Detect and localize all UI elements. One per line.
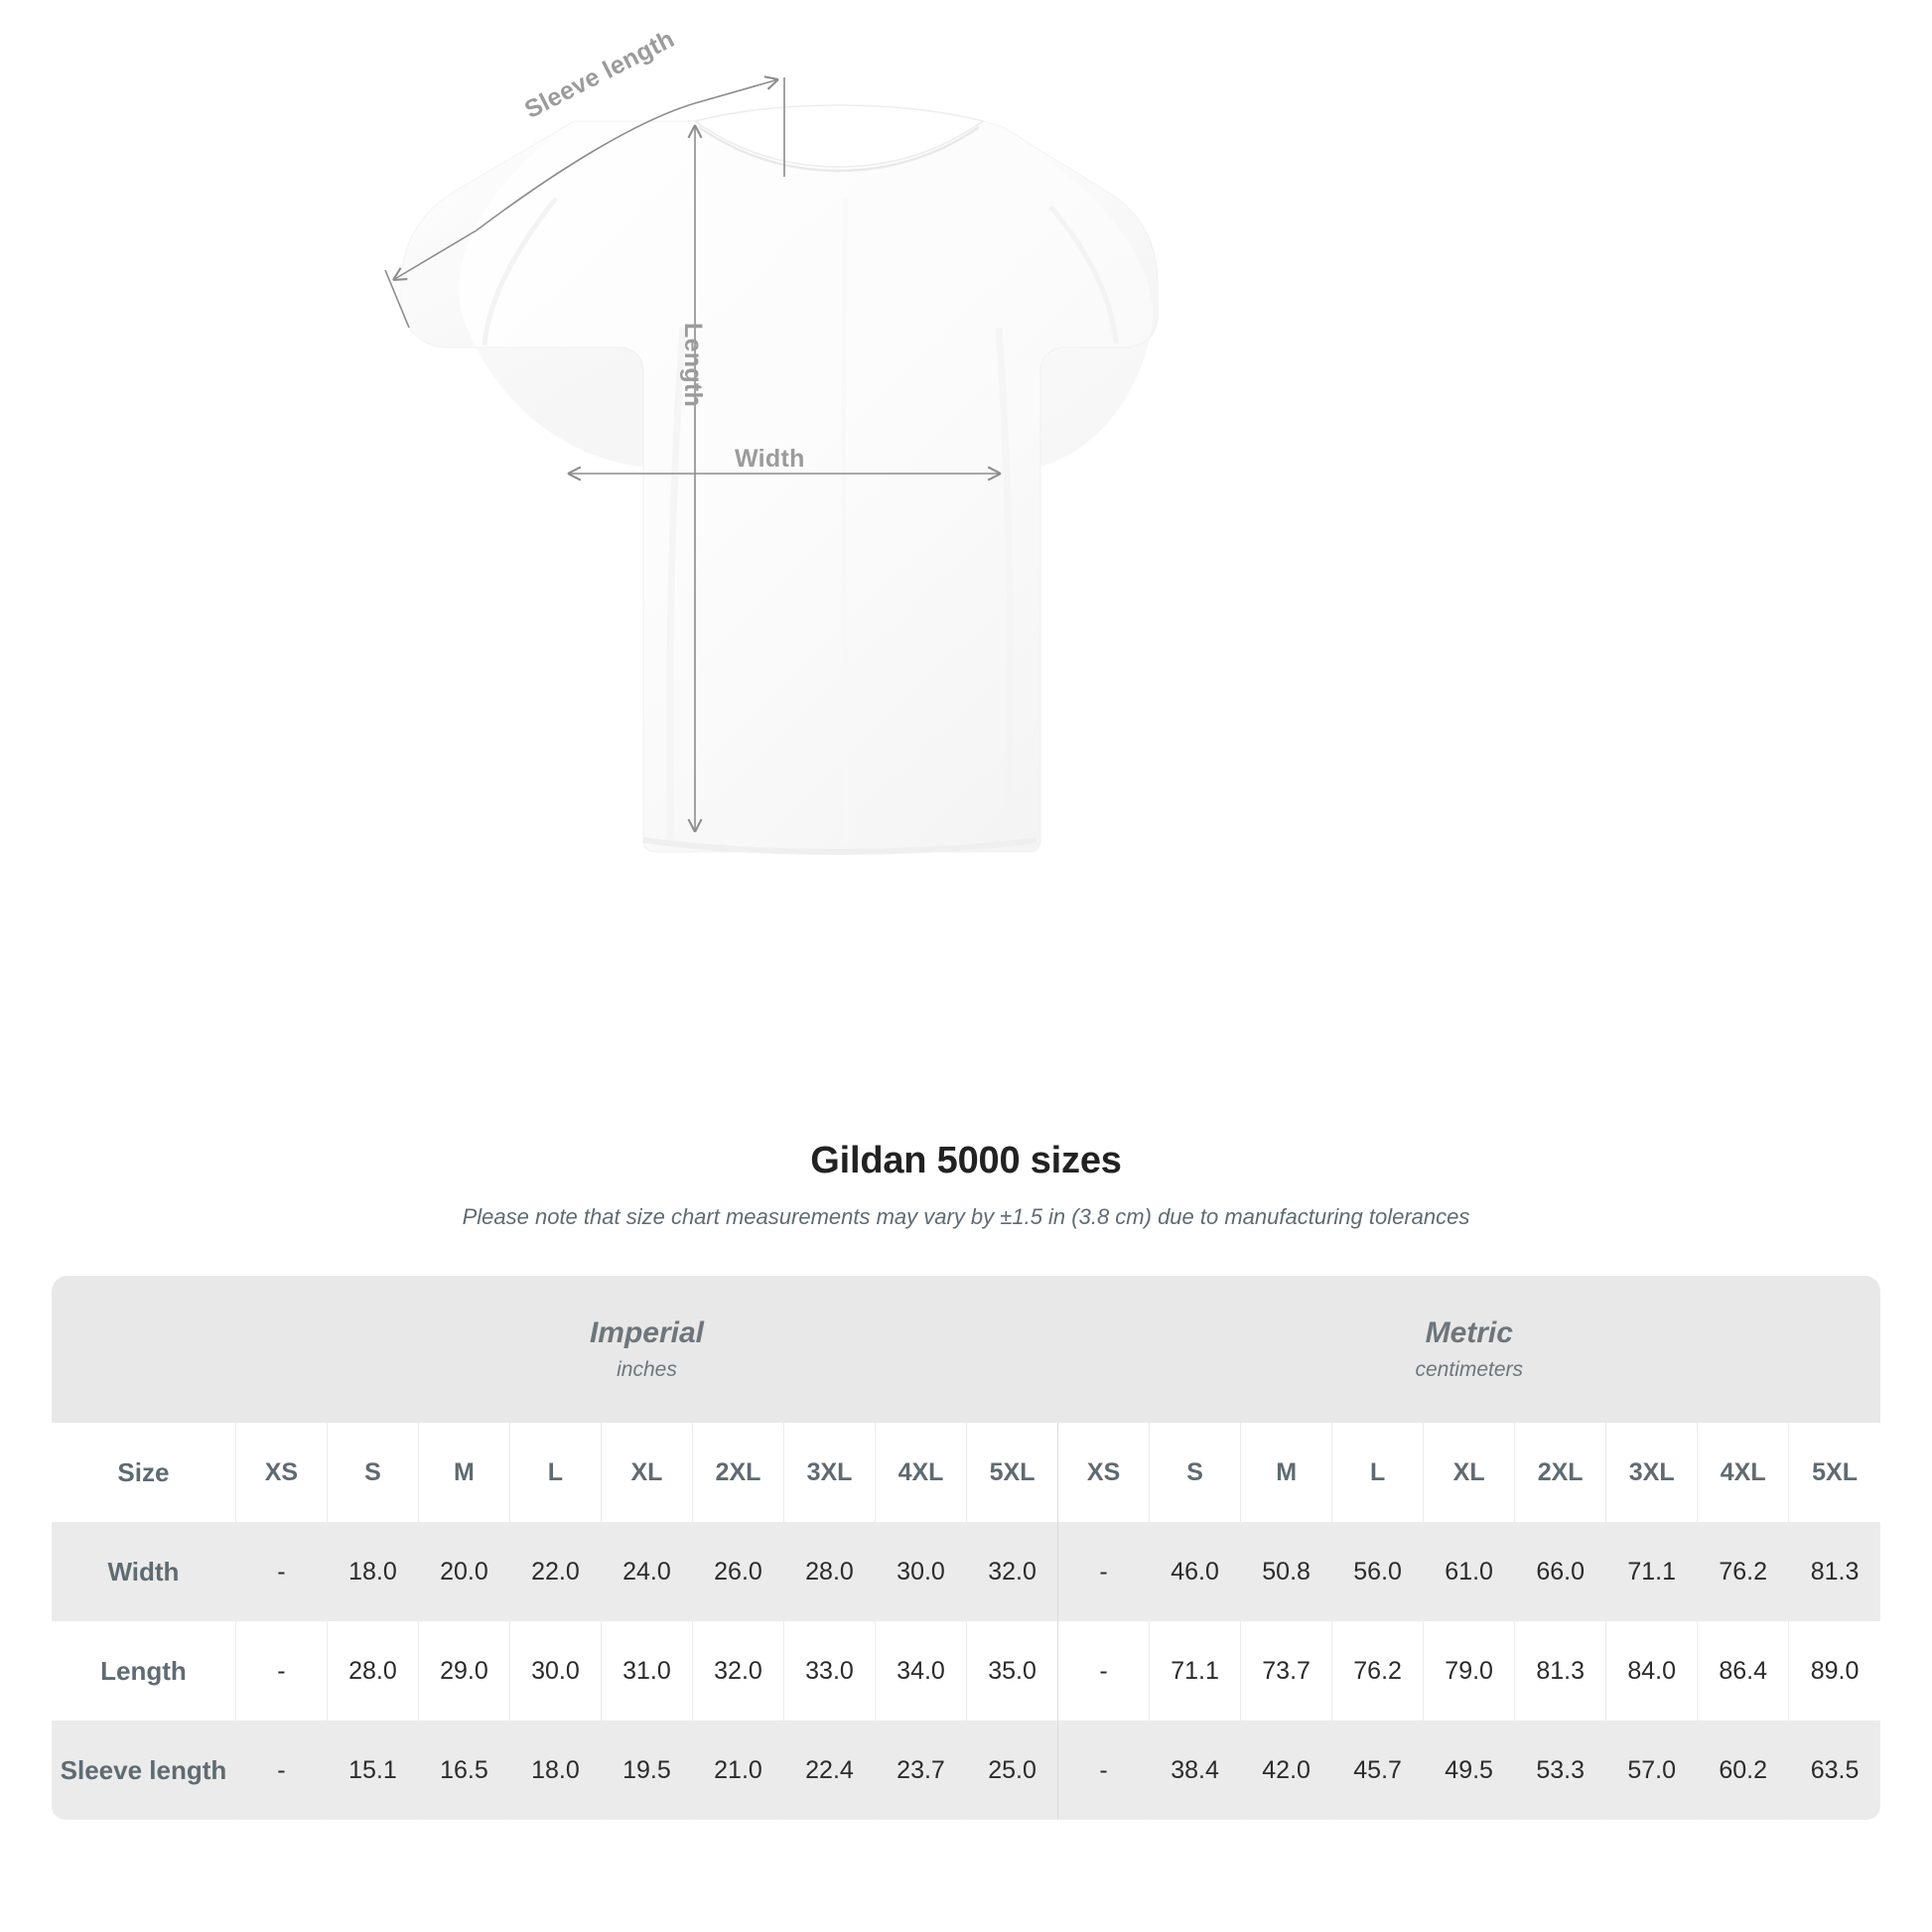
length-annotation-label: Length	[679, 323, 707, 408]
tshirt-graphic	[400, 104, 1159, 855]
sleeve-length-measure-arrow	[384, 75, 785, 329]
cell-length-metric-l: 76.2	[1331, 1621, 1424, 1721]
cell-length-imperial-4xl: 34.0	[874, 1621, 967, 1721]
size-header-metric-l: L	[1331, 1423, 1424, 1522]
cell-sleeve-metric-2xl: 53.3	[1514, 1721, 1606, 1820]
cell-width-metric-2xl: 66.0	[1514, 1522, 1606, 1621]
cell-width-metric-l: 56.0	[1331, 1522, 1424, 1621]
tolerance-note: Please note that size chart measurements…	[462, 1204, 1470, 1229]
cell-sleeve-imperial-2xl: 21.0	[691, 1721, 784, 1820]
cell-width-imperial-3xl: 28.0	[782, 1522, 876, 1621]
size-header-imperial-2xl: 2XL	[691, 1423, 784, 1522]
cell-length-imperial-xs: -	[234, 1621, 328, 1721]
cell-width-metric-5xl: 81.3	[1788, 1522, 1880, 1621]
size-header-imperial-s: S	[326, 1423, 419, 1522]
cell-length-metric-4xl: 86.4	[1697, 1621, 1789, 1721]
cell-sleeve-metric-m: 42.0	[1240, 1721, 1332, 1820]
cell-sleeve-imperial-l: 18.0	[508, 1721, 602, 1820]
size-header-metric-m: M	[1240, 1423, 1332, 1522]
cell-length-imperial-l: 30.0	[508, 1621, 602, 1721]
cell-length-metric-5xl: 89.0	[1788, 1621, 1880, 1721]
size-header-imperial-xs: XS	[234, 1423, 328, 1522]
size-header-metric-xs: XS	[1057, 1423, 1150, 1522]
page-title: Gildan 5000 sizes	[810, 1140, 1122, 1181]
unit-sub-imperial: inches	[617, 1358, 677, 1382]
cell-sleeve-metric-4xl: 60.2	[1697, 1721, 1789, 1820]
size-header-metric-5xl: 5XL	[1788, 1423, 1880, 1522]
cell-length-imperial-5xl: 35.0	[966, 1621, 1058, 1721]
cell-width-imperial-m: 20.0	[417, 1522, 510, 1621]
unit-row-spacer	[52, 1276, 236, 1423]
size-header-imperial-5xl: 5XL	[966, 1423, 1058, 1522]
cell-sleeve-metric-xl: 49.5	[1423, 1721, 1515, 1820]
cell-width-imperial-4xl: 30.0	[874, 1522, 967, 1621]
cell-sleeve-metric-l: 45.7	[1331, 1721, 1424, 1820]
cell-sleeve-imperial-4xl: 23.7	[874, 1721, 967, 1820]
cell-sleeve-imperial-xs: -	[234, 1721, 328, 1820]
cell-width-imperial-l: 22.0	[508, 1522, 602, 1621]
cell-sleeve-imperial-5xl: 25.0	[966, 1721, 1058, 1820]
cell-length-imperial-m: 29.0	[417, 1621, 510, 1721]
row-label-width: Width	[52, 1522, 236, 1621]
cell-length-imperial-s: 28.0	[326, 1621, 419, 1721]
table-row: Sleeve length - 15.1 16.5 18.0 19.5 21.0…	[52, 1721, 1880, 1820]
unit-name-metric: Metric	[1425, 1315, 1513, 1349]
cell-sleeve-imperial-s: 15.1	[326, 1721, 419, 1820]
cell-width-imperial-xs: -	[234, 1522, 328, 1621]
row-label-length: Length	[52, 1621, 236, 1721]
cell-length-imperial-xl: 31.0	[600, 1621, 693, 1721]
cell-width-metric-s: 46.0	[1149, 1522, 1241, 1621]
cell-sleeve-metric-3xl: 57.0	[1605, 1721, 1698, 1820]
cell-width-metric-4xl: 76.2	[1697, 1522, 1789, 1621]
cell-length-metric-xs: -	[1057, 1621, 1150, 1721]
size-header-imperial-4xl: 4XL	[874, 1423, 967, 1522]
row-label-sleeve-length: Sleeve length	[52, 1721, 236, 1820]
cell-width-metric-xs: -	[1057, 1522, 1150, 1621]
cell-length-metric-s: 71.1	[1149, 1621, 1241, 1721]
cell-length-metric-3xl: 84.0	[1605, 1621, 1698, 1721]
cell-length-imperial-3xl: 33.0	[782, 1621, 876, 1721]
cell-width-imperial-5xl: 32.0	[966, 1522, 1058, 1621]
size-header-metric-xl: XL	[1423, 1423, 1515, 1522]
size-header-imperial-m: M	[417, 1423, 510, 1522]
tshirt-diagram: Sleeve length Length Width	[384, 25, 1159, 855]
size-table: Imperial inches Metric centimeters Size …	[52, 1276, 1880, 1820]
cell-width-metric-m: 50.8	[1240, 1522, 1332, 1621]
size-header-label: Size	[52, 1423, 236, 1522]
cell-sleeve-imperial-xl: 19.5	[600, 1721, 693, 1820]
size-header-metric-s: S	[1149, 1423, 1241, 1522]
cell-sleeve-metric-xs: -	[1057, 1721, 1150, 1820]
table-row: Length - 28.0 29.0 30.0 31.0 32.0 33.0 3…	[52, 1621, 1880, 1721]
cell-width-imperial-xl: 24.0	[600, 1522, 693, 1621]
size-header-imperial-xl: XL	[600, 1423, 693, 1522]
cell-width-imperial-s: 18.0	[326, 1522, 419, 1621]
size-header-metric-2xl: 2XL	[1514, 1423, 1606, 1522]
unit-sub-metric: centimeters	[1415, 1358, 1524, 1382]
unit-name-imperial: Imperial	[589, 1315, 704, 1349]
cell-width-metric-3xl: 71.1	[1605, 1522, 1698, 1621]
cell-sleeve-imperial-3xl: 22.4	[782, 1721, 876, 1820]
unit-group-metric: Metric centimeters	[1057, 1276, 1880, 1423]
cell-width-imperial-2xl: 26.0	[691, 1522, 784, 1621]
cell-length-imperial-2xl: 32.0	[691, 1621, 784, 1721]
cell-length-metric-2xl: 81.3	[1514, 1621, 1606, 1721]
cell-sleeve-metric-s: 38.4	[1149, 1721, 1241, 1820]
unit-group-imperial: Imperial inches	[235, 1276, 1058, 1423]
title-block: Gildan 5000 sizes Please note that size …	[0, 1140, 1932, 1230]
width-annotation-label: Width	[735, 445, 805, 473]
size-header-imperial-l: L	[508, 1423, 602, 1522]
cell-length-metric-xl: 79.0	[1423, 1621, 1515, 1721]
cell-width-metric-xl: 61.0	[1423, 1522, 1515, 1621]
cell-length-metric-m: 73.7	[1240, 1621, 1332, 1721]
size-header-metric-3xl: 3XL	[1605, 1423, 1698, 1522]
cell-sleeve-metric-5xl: 63.5	[1788, 1721, 1880, 1820]
cell-sleeve-imperial-m: 16.5	[417, 1721, 510, 1820]
table-row: Width - 18.0 20.0 22.0 24.0 26.0 28.0 30…	[52, 1522, 1880, 1621]
size-header-row: Size XS S M L XL 2XL 3XL 4XL 5XL XS S M …	[52, 1423, 1880, 1522]
size-header-imperial-3xl: 3XL	[782, 1423, 876, 1522]
size-header-metric-4xl: 4XL	[1697, 1423, 1789, 1522]
unit-header-row: Imperial inches Metric centimeters	[52, 1276, 1880, 1423]
size-table-container: Imperial inches Metric centimeters Size …	[52, 1276, 1880, 1820]
